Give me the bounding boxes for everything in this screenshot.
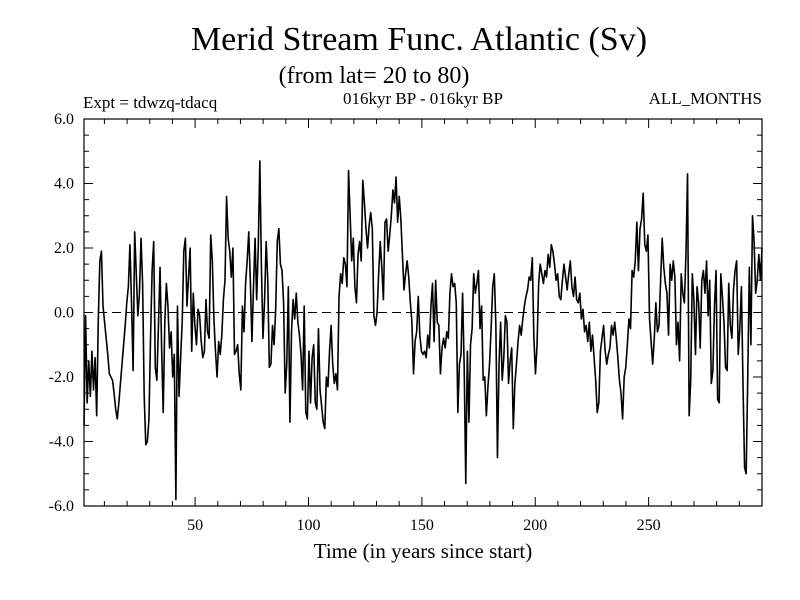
x-tick-label: 100 <box>296 517 320 534</box>
plot-area <box>83 118 763 507</box>
y-tick-label: -2.0 <box>49 369 74 386</box>
chart-title: Merid Stream Func. Atlantic (Sv) <box>191 21 647 58</box>
y-axis-tick-labels: -6.0 -4.0 -2.0 0.0 2.0 4.0 6.0 <box>49 111 74 515</box>
x-tick-label: 250 <box>637 517 661 534</box>
y-tick-label: -4.0 <box>49 434 74 451</box>
x-axis-label: Time (in years since start) <box>314 539 533 563</box>
x-tick-label: 200 <box>523 517 547 534</box>
months-label: ALL_MONTHS <box>649 89 762 108</box>
experiment-label: Expt = tdwzq-tdacq <box>83 93 218 112</box>
y-tick-label: -6.0 <box>49 498 74 515</box>
x-tick-label: 150 <box>410 517 434 534</box>
period-label: 016kyr BP - 016kyr BP <box>343 89 503 108</box>
y-tick-label: 2.0 <box>54 240 74 257</box>
y-tick-label: 4.0 <box>54 176 74 193</box>
x-axis-ticks <box>103 119 763 506</box>
x-axis-tick-labels: 50 100 150 200 250 <box>187 517 661 534</box>
x-tick-label: 50 <box>187 517 203 534</box>
y-tick-label: 0.0 <box>54 305 74 322</box>
y-tick-label: 6.0 <box>54 111 74 128</box>
data-series-line <box>83 160 763 501</box>
chart-subtitle: (from lat= 20 to 80) <box>279 63 470 89</box>
